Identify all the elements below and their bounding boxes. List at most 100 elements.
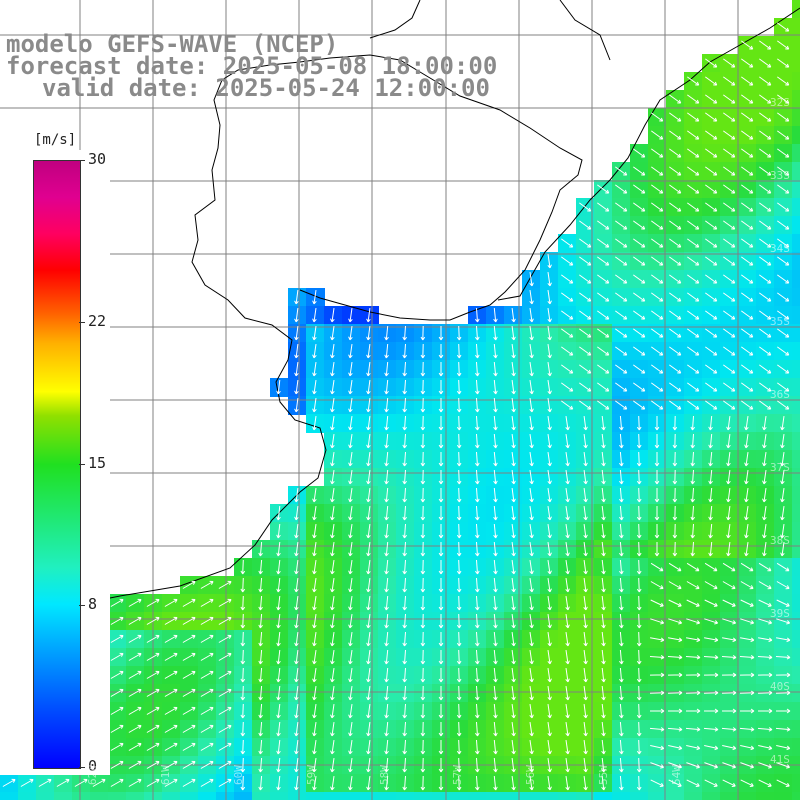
wind-speed-cell <box>288 720 307 739</box>
wind-arrow <box>759 256 772 266</box>
wind-arrow <box>312 632 317 647</box>
wind-arrow <box>741 346 754 356</box>
wind-arrow <box>759 76 772 86</box>
wind-arrow <box>615 238 628 248</box>
wind-arrow <box>633 274 646 284</box>
wind-arrow <box>511 452 516 467</box>
wind-arrow <box>240 721 246 737</box>
wind-arrow <box>312 542 317 557</box>
wind-arrow <box>384 775 389 791</box>
wind-arrow <box>240 685 246 701</box>
wind-arrow <box>579 256 592 266</box>
wind-speed-cell <box>378 702 397 721</box>
wind-arrow <box>615 328 628 338</box>
latitude-label: 35S <box>770 315 790 328</box>
wind-arrow <box>633 166 646 176</box>
wind-arrow <box>200 580 214 589</box>
wind-speed-cell <box>162 738 181 757</box>
wind-arrow <box>529 380 534 395</box>
wind-arrow <box>775 655 791 660</box>
wind-arrow <box>703 690 719 696</box>
wind-arrow <box>669 292 682 302</box>
wind-arrow <box>759 130 772 140</box>
wind-arrow <box>420 469 426 485</box>
wind-speed-cell <box>324 666 343 685</box>
wind-speed-cell <box>720 684 739 703</box>
wind-arrow <box>777 238 790 248</box>
wind-arrow <box>511 668 516 683</box>
wind-arrow <box>583 416 588 431</box>
wind-arrow <box>565 596 570 611</box>
wind-speed-cell <box>324 612 343 631</box>
wind-arrow <box>723 292 736 302</box>
wind-arrow <box>597 346 610 356</box>
wind-arrow <box>759 382 772 392</box>
wind-arrow <box>348 740 353 755</box>
wind-speed-cell <box>306 612 325 631</box>
wind-arrow <box>276 613 281 629</box>
wind-arrow <box>402 379 407 395</box>
wind-arrow <box>402 397 407 413</box>
wind-arrow <box>493 667 498 683</box>
wind-arrow <box>758 637 773 643</box>
wind-arrow <box>705 256 718 266</box>
wind-arrow <box>438 452 444 467</box>
wind-arrow <box>420 595 426 611</box>
wind-speed-cell <box>738 522 757 541</box>
wind-arrow <box>547 614 552 629</box>
wind-speed-cell <box>360 432 379 451</box>
wind-arrow <box>511 740 516 755</box>
wind-arrow <box>759 58 772 68</box>
wind-speed-cell <box>108 720 127 739</box>
wind-arrow <box>294 524 299 539</box>
wind-arrow <box>276 757 281 773</box>
wind-arrow <box>601 523 606 539</box>
wind-arrow <box>218 580 232 589</box>
wind-speed-cell <box>288 522 307 541</box>
wind-speed-cell <box>162 792 181 800</box>
wind-arrow <box>294 650 299 665</box>
wind-arrow <box>547 686 552 701</box>
wind-speed-cell <box>342 414 361 433</box>
wind-arrow <box>438 362 444 377</box>
wind-speed-cell <box>702 504 721 523</box>
wind-arrow <box>511 308 516 323</box>
wind-arrow <box>493 757 498 773</box>
wind-arrow <box>529 362 534 377</box>
wind-arrow <box>402 613 407 629</box>
wind-arrow <box>636 451 642 467</box>
wind-arrow <box>776 618 791 625</box>
wind-arrow <box>511 704 516 719</box>
wind-arrow <box>636 757 642 773</box>
wind-speed-cell <box>360 342 379 361</box>
wind-arrow <box>758 762 772 769</box>
wind-arrow <box>777 148 790 158</box>
wind-speed-cell <box>126 594 145 613</box>
wind-arrow <box>669 220 682 230</box>
wind-arrow <box>705 202 718 212</box>
wind-speed-cell <box>252 702 271 721</box>
wind-arrow <box>597 274 610 284</box>
wind-arrow <box>759 364 772 374</box>
wind-arrow <box>438 398 444 413</box>
wind-speed-cell <box>594 792 613 800</box>
wind-speed-cell <box>684 792 703 800</box>
wind-arrow <box>547 344 552 359</box>
wind-arrow <box>690 523 695 539</box>
wind-arrow <box>762 434 767 449</box>
wind-arrow <box>636 595 642 611</box>
wind-arrow <box>636 505 642 521</box>
wind-arrow <box>685 655 701 660</box>
wind-arrow <box>182 634 196 643</box>
wind-arrow <box>402 721 407 737</box>
wind-speed-cell <box>180 702 199 721</box>
wind-arrow <box>705 274 718 284</box>
wind-arrow <box>565 416 570 431</box>
wind-arrow <box>456 559 462 575</box>
wind-arrow <box>240 649 246 665</box>
wind-arrow <box>529 596 534 611</box>
wind-speed-cell <box>306 702 325 721</box>
wind-arrow <box>704 762 718 769</box>
wind-speed-cell <box>360 486 379 505</box>
wind-speed-cell <box>378 540 397 559</box>
